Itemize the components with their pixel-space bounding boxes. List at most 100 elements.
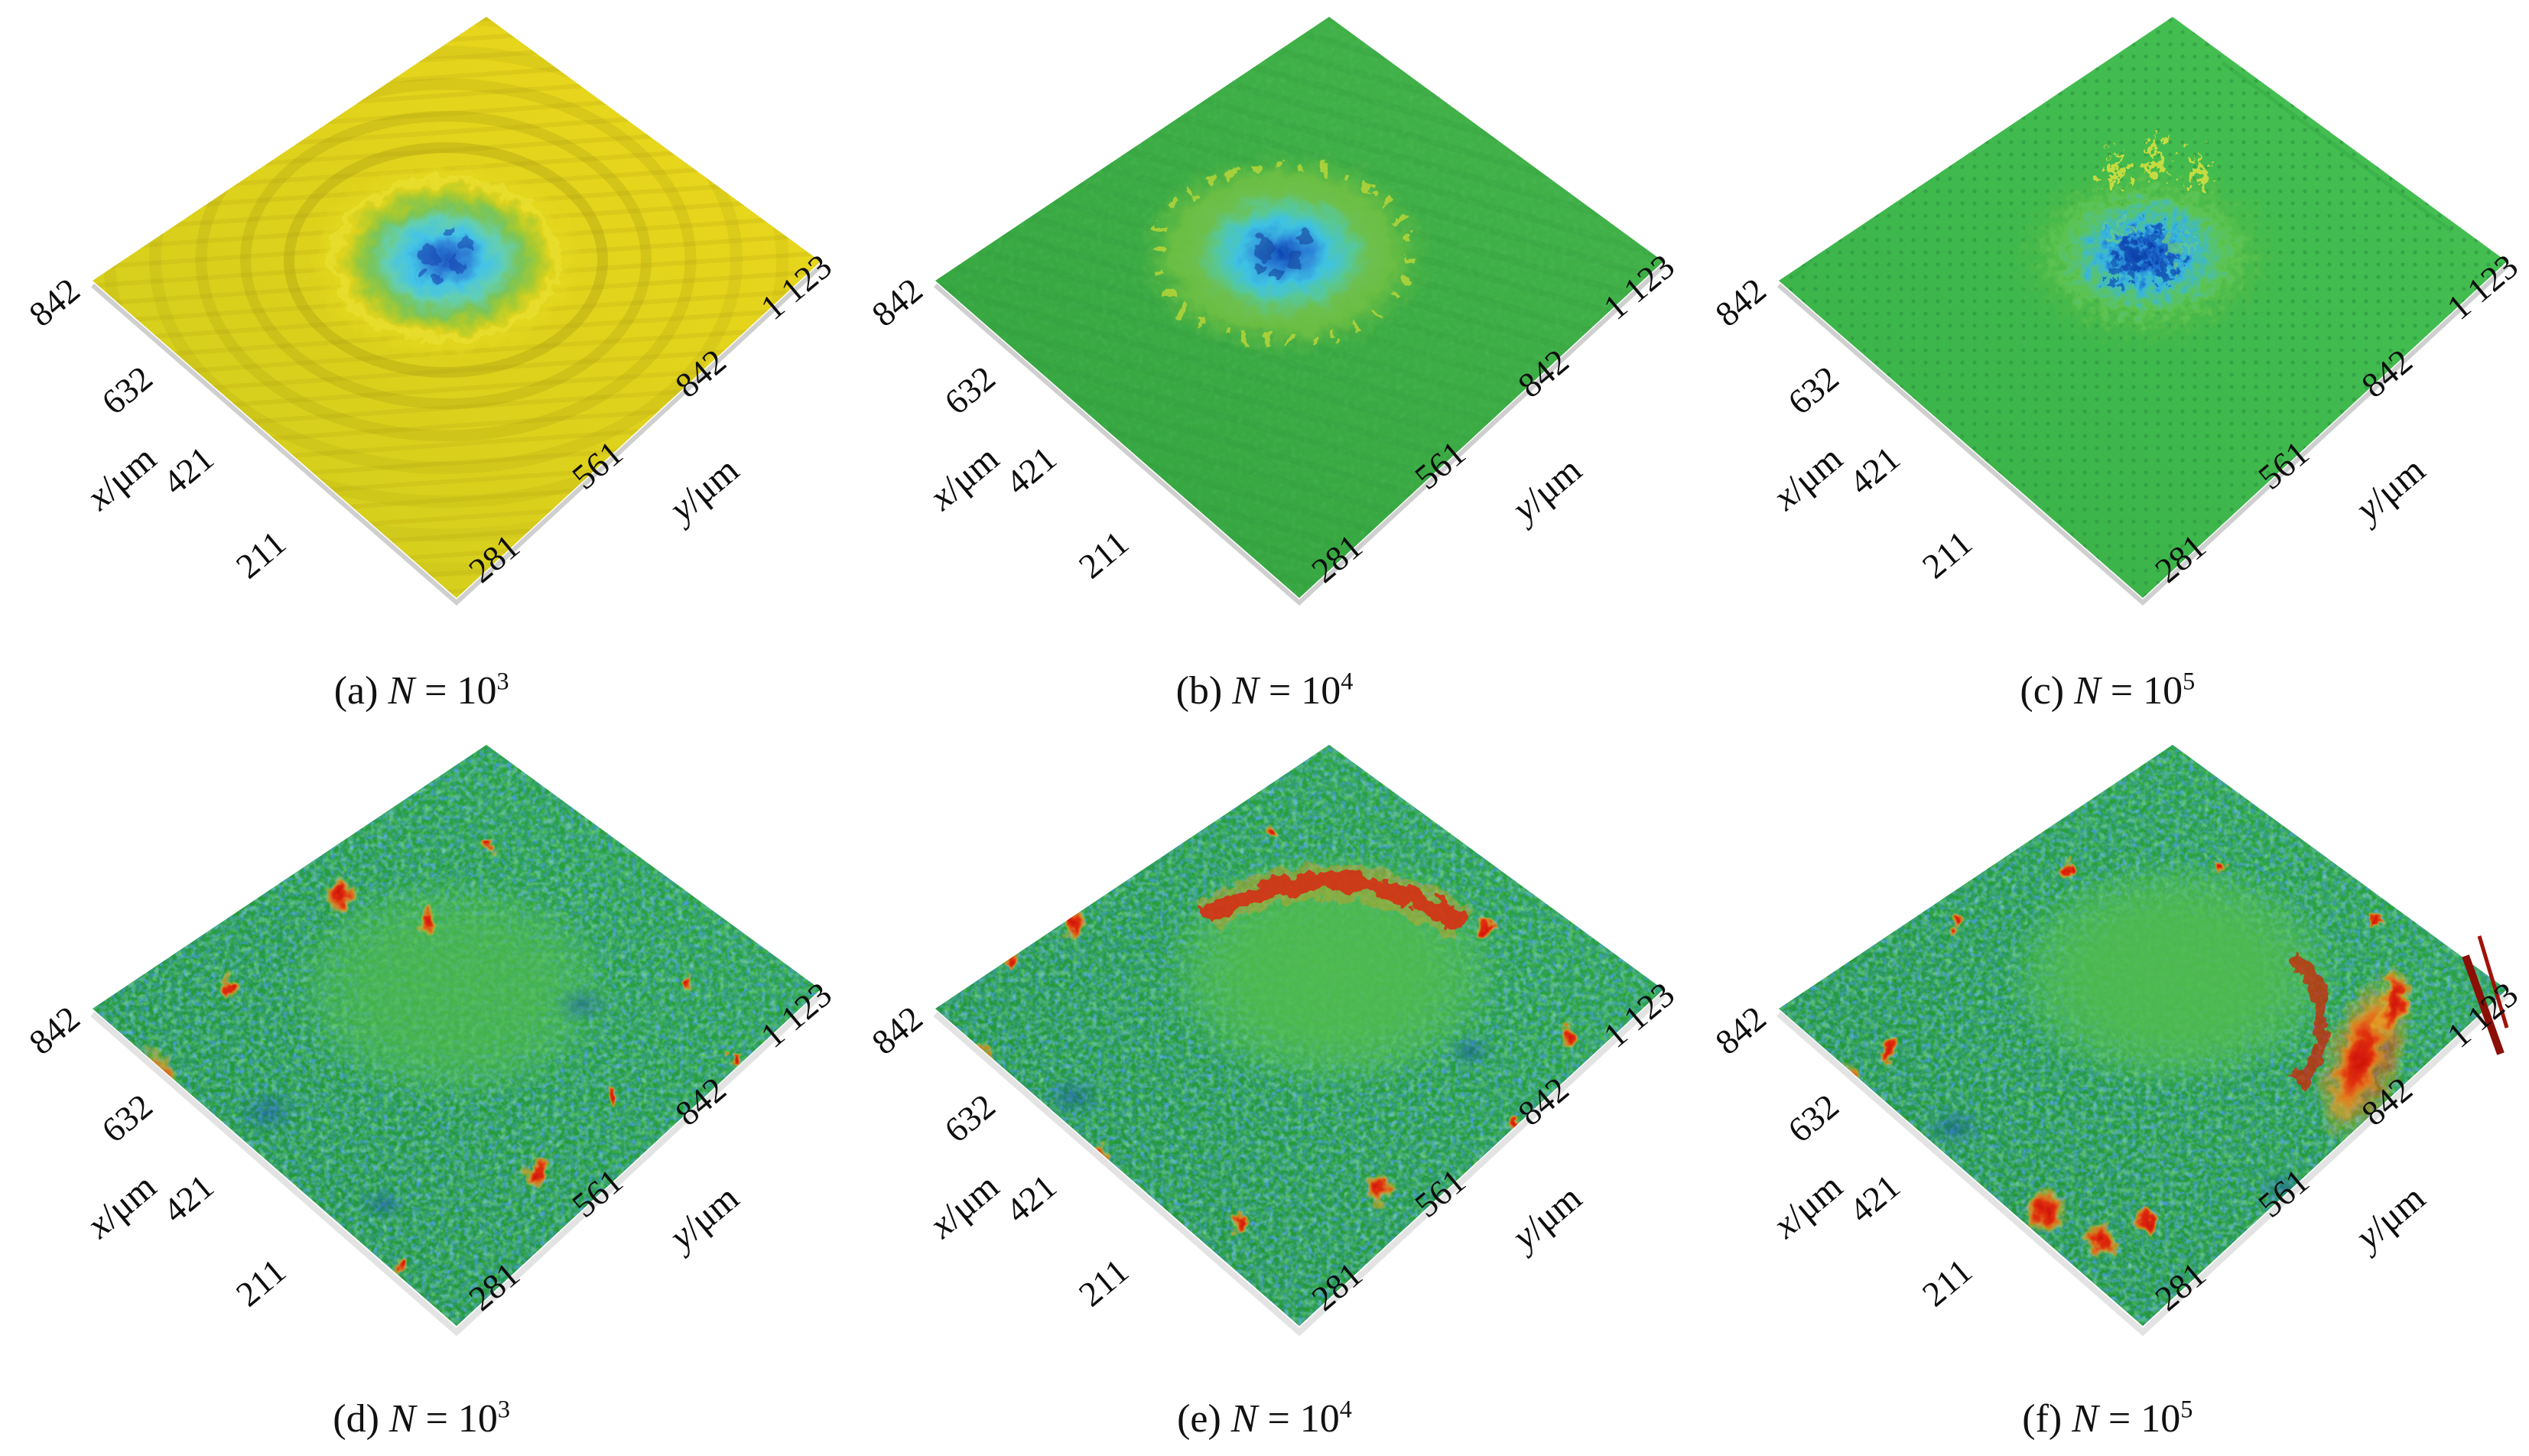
x-tick-3: 421 (155, 1166, 221, 1230)
wear-scar (288, 875, 617, 1104)
caption-prefix: (f) (2022, 1397, 2072, 1441)
x-tick-1: 842 (21, 270, 87, 333)
caption-variable: N (388, 1397, 416, 1441)
caption-variable: N (1232, 669, 1259, 713)
x-tick-2: 632 (94, 1086, 160, 1149)
caption-c: (c) N = 105 (2020, 668, 2195, 713)
caption-prefix: (b) (1175, 669, 1233, 713)
caption-prefix: (c) (2020, 669, 2075, 713)
caption-variable: N (388, 669, 415, 713)
x-tick-2: 632 (1780, 358, 1846, 421)
caption-variable: N (1230, 1397, 1258, 1441)
x-axis-label: x/μm (1764, 1165, 1851, 1246)
caption-a: (a) N = 103 (334, 668, 509, 713)
x-tick-3: 421 (1841, 438, 1907, 502)
caption-equals: = 10 (2100, 669, 2183, 713)
panel-e: 842 632 421 211 281 561 842 1 123 x/μm y… (843, 728, 1685, 1456)
surface-plot-c: 842 632 421 211 281 561 842 1 123 x/μm y… (1708, 17, 2525, 606)
caption-variable: N (2072, 1397, 2098, 1441)
surface-plot-e: 842 632 421 211 281 561 842 1 123 x/μm y… (865, 745, 1682, 1337)
x-tick-4: 211 (229, 1251, 293, 1314)
x-tick-2: 632 (1780, 1086, 1846, 1149)
x-tick-4: 211 (1071, 1251, 1136, 1314)
caption-equals: = 10 (414, 669, 497, 713)
plot-base-edge (91, 264, 823, 606)
caption-d: (d) N = 103 (333, 1396, 510, 1441)
x-tick-1: 842 (21, 998, 87, 1061)
y-axis-label: y/μm (1501, 448, 1590, 531)
y-axis-label: y/μm (658, 448, 747, 531)
panel-f: 842 632 421 211 281 561 842 1 123 x/μm y… (1686, 728, 2529, 1456)
surface-e (935, 745, 1664, 1326)
x-axis-label: x/μm (921, 437, 1007, 518)
x-tick-4: 211 (229, 523, 293, 586)
plot-base-edge (90, 993, 823, 1337)
caption-equals: = 10 (1258, 669, 1341, 713)
y-axis-label: y/μm (2345, 448, 2433, 531)
surface-plot-d: 842 632 421 211 281 561 842 1 123 x/μm y… (21, 745, 839, 1337)
x-axis-label: x/μm (78, 1165, 164, 1246)
caption-equals: = 10 (1257, 1397, 1340, 1441)
x-tick-3: 421 (155, 438, 221, 502)
caption-exponent: 5 (2180, 1395, 2193, 1423)
x-tick-1: 842 (1708, 998, 1773, 1061)
x-tick-2: 632 (938, 1086, 1003, 1149)
caption-b: (b) N = 104 (1176, 668, 1354, 713)
x-tick-3: 421 (999, 438, 1065, 502)
caption-variable: N (2074, 669, 2101, 713)
x-tick-3: 421 (999, 1166, 1065, 1230)
caption-f: (f) N = 105 (2022, 1396, 2193, 1441)
surface-a (93, 17, 821, 598)
x-tick-2: 632 (938, 358, 1003, 421)
surface-f (1778, 745, 2507, 1326)
edge-red-spike-2 (2477, 935, 2509, 1029)
crater (1136, 151, 1431, 356)
y-axis-label: y/μm (2345, 1176, 2433, 1259)
y-axis-label: y/μm (658, 1176, 747, 1259)
surface-d (93, 745, 821, 1326)
caption-prefix: (e) (1177, 1397, 1231, 1441)
blue-pits (235, 985, 612, 1220)
panel-a: 842 632 421 211 281 561 842 1 123 x/μm y… (0, 0, 843, 728)
x-tick-3: 421 (1841, 1166, 1907, 1230)
x-tick-4: 211 (1915, 1251, 1979, 1314)
surface-plot-f: 842 632 421 211 281 561 842 1 123 x/μm y… (1708, 745, 2525, 1337)
caption-prefix: (a) (333, 669, 388, 713)
wear-scar (2002, 858, 2342, 1090)
edge-red-spike (2462, 954, 2505, 1055)
crater (310, 163, 583, 357)
plot-base-edge (1776, 993, 2509, 1337)
x-axis-label: x/μm (921, 1165, 1007, 1246)
x-tick-1: 842 (865, 270, 931, 333)
x-axis-label: x/μm (78, 437, 164, 518)
panel-d: 842 632 421 211 281 561 842 1 123 x/μm y… (0, 728, 843, 1456)
surface-b (935, 17, 1664, 598)
panel-c: 842 632 421 211 281 561 842 1 123 x/μm y… (1686, 0, 2529, 728)
x-tick-1: 842 (865, 998, 931, 1061)
plot-base-edge (1776, 264, 2508, 606)
caption-prefix: (d) (333, 1397, 389, 1441)
surface-plot-b: 842 632 421 211 281 561 842 1 123 x/μm y… (865, 17, 1682, 606)
caption-exponent: 5 (2183, 667, 2196, 695)
plot-base-edge (933, 993, 1666, 1337)
surface-plot-a: 842 632 421 211 281 561 842 1 123 x/μm y… (21, 17, 839, 606)
caption-equals: = 10 (2098, 1397, 2181, 1441)
x-tick-2: 632 (94, 358, 160, 421)
panel-b: 842 632 421 211 281 561 842 1 123 x/μm y… (843, 0, 1685, 728)
surface-c (1778, 17, 2507, 598)
plot-base-edge (934, 264, 1666, 606)
crater (2006, 132, 2285, 350)
x-tick-1: 842 (1708, 270, 1773, 333)
caption-exponent: 3 (496, 667, 509, 695)
blue-pits (1042, 1032, 1497, 1118)
y-axis-label: y/μm (1501, 1176, 1590, 1259)
caption-equals: = 10 (415, 1397, 498, 1441)
caption-exponent: 3 (497, 1395, 511, 1423)
x-tick-4: 211 (1915, 523, 1979, 586)
caption-exponent: 4 (1341, 667, 1354, 695)
x-tick-4: 211 (1071, 523, 1136, 586)
caption-exponent: 4 (1339, 1395, 1352, 1423)
x-axis-label: x/μm (1764, 437, 1851, 518)
